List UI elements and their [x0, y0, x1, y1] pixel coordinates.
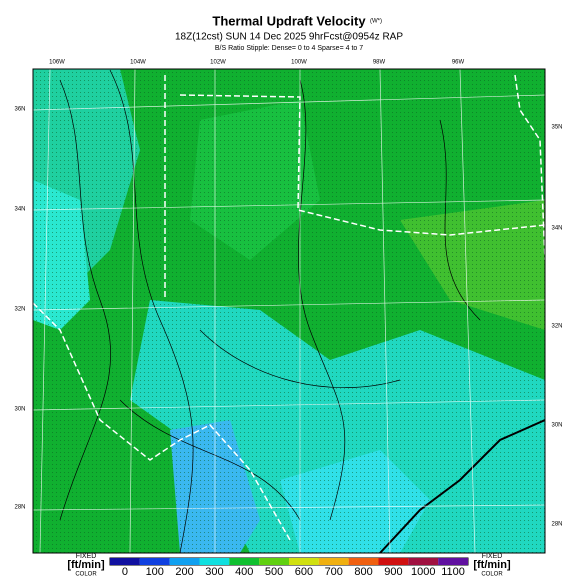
colorbar-tick-label: 1000 — [411, 566, 435, 578]
colorbar-tick-label: 600 — [295, 566, 313, 578]
colorbar-swatch — [289, 558, 319, 565]
lon-label: 104W — [130, 60, 146, 66]
colorbar-swatch — [229, 558, 260, 565]
colorbar-tick-label: 200 — [175, 566, 193, 578]
colorbar-tick-label: 100 — [146, 566, 164, 578]
colorbar-tick-label: 0 — [122, 566, 128, 578]
colorbar-unit-label: [ft/min] — [67, 559, 105, 571]
lat-label: 36N — [14, 107, 25, 113]
lat-label: 30N — [551, 423, 562, 429]
subtitle: 18Z(12cst) SUN 14 Dec 2025 9hrFcst@0954z… — [175, 32, 403, 43]
lon-label: 106W — [49, 60, 65, 66]
lon-label: 98W — [373, 60, 386, 66]
colorbar-tick-label: 900 — [384, 566, 402, 578]
lon-label: 102W — [210, 60, 226, 66]
colorbar-swatch — [169, 558, 200, 565]
lat-label: 34N — [14, 207, 25, 213]
colorbar-tick-label: 500 — [265, 566, 283, 578]
colorbar-tick-label: 700 — [325, 566, 343, 578]
lat-label: 32N — [551, 324, 562, 330]
colorbar-unit-label: COLOR — [481, 572, 503, 578]
map-frame — [32, 68, 546, 554]
lat-label: 34N — [551, 226, 562, 232]
colorbar-swatch — [199, 558, 230, 565]
colorbar-unit-label: COLOR — [75, 572, 97, 578]
stipple-note: B/S Ratio Stipple: Dense= 0 to 4 Sparse=… — [215, 45, 363, 52]
map-area — [33, 69, 545, 553]
lon-label: 100W — [291, 60, 307, 66]
colorbar-unit-label: FIXED — [482, 553, 503, 560]
colorbar-swatch — [139, 558, 170, 565]
lat-label: 32N — [14, 307, 25, 313]
title-note: (W*) — [370, 19, 382, 25]
colorbar-swatch — [378, 558, 409, 565]
colorbar-swatch — [318, 558, 349, 565]
colorbar-swatch — [348, 558, 379, 565]
colorbar-tick-label: 800 — [354, 566, 372, 578]
colorbar-tick-label: 300 — [205, 566, 223, 578]
colorbar-tick-label: 1100 — [441, 566, 465, 578]
title: Thermal Updraft Velocity — [212, 13, 366, 28]
colorbar-tick-label: 400 — [235, 566, 253, 578]
lat-label: 28N — [14, 505, 25, 511]
colorbar-unit-label: [ft/min] — [473, 559, 511, 571]
lon-label: 96W — [452, 60, 465, 66]
colorbar-swatch — [438, 558, 468, 565]
colorbar-swatch — [408, 558, 439, 565]
colorbar-unit-label: FIXED — [76, 553, 97, 560]
lat-label: 30N — [14, 407, 25, 413]
lat-label: 28N — [551, 522, 562, 528]
colorbar-swatch — [110, 558, 140, 565]
lat-label: 35N — [551, 125, 562, 131]
colorbar-swatch — [259, 558, 289, 565]
